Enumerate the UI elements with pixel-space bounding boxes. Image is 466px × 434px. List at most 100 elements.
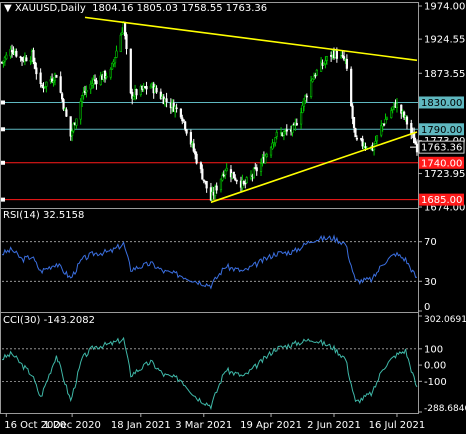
candle-body: [295, 123, 298, 126]
candle-body: [59, 76, 62, 93]
candle-body: [271, 142, 274, 150]
level-anchor-marker: [1, 127, 5, 132]
candle-body: [403, 111, 406, 118]
candle-body: [364, 146, 367, 148]
time-tick-label: 18 Jan 2021: [111, 420, 171, 431]
candle-body: [415, 143, 419, 153]
candle-body: [301, 105, 304, 113]
candle-body: [92, 79, 95, 85]
candle-body: [149, 85, 152, 89]
candle-body: [352, 117, 356, 128]
candle-body: [121, 32, 124, 35]
candle-body: [10, 50, 14, 53]
candle-body: [335, 51, 338, 59]
rsi-series-line: [1, 234, 418, 290]
candle-body: [185, 129, 188, 134]
candle-body: [310, 80, 313, 97]
symbol-label: XAUUSD: [14, 3, 58, 14]
candle-body: [89, 84, 92, 90]
candle-body: [25, 57, 28, 62]
candle-body: [302, 98, 306, 107]
candle-body: [255, 167, 258, 172]
candle-body: [32, 50, 35, 62]
candle-body: [129, 48, 132, 94]
candle-body: [275, 131, 278, 137]
time-tick-label: 19 Apr 2021: [240, 420, 302, 431]
candle-body: [214, 186, 217, 196]
candle-body: [135, 89, 138, 96]
candle-body: [285, 129, 288, 132]
candle-body: [375, 135, 379, 142]
candle-body: [252, 168, 255, 178]
candle-body: [201, 168, 204, 180]
candle-body: [199, 162, 203, 170]
cci-pane: 302.0691 100 0.00 -100 -288.6846: [0, 312, 466, 414]
candle-body: [93, 79, 97, 82]
price-tick-label: 1723.95: [424, 169, 465, 180]
candle-body: [282, 131, 286, 136]
rsi-tick-label: 0: [424, 302, 430, 313]
candle-body: [225, 167, 228, 172]
candle-body: [264, 155, 267, 164]
candle-body: [324, 60, 327, 65]
candle-body: [361, 138, 364, 147]
collapse-triangle-icon[interactable]: ▼: [4, 3, 15, 14]
candle-body: [390, 110, 393, 118]
candle-body: [119, 34, 122, 53]
candle-body: [395, 103, 399, 108]
candle-body: [52, 80, 55, 83]
candle-body: [145, 86, 148, 90]
candle-body: [184, 121, 187, 130]
candle-body: [2, 60, 5, 63]
candle-body: [125, 34, 128, 50]
candle-body: [155, 87, 158, 93]
candle-body: [205, 181, 208, 189]
candle-body: [355, 137, 358, 140]
cci-pane-frame: [0, 312, 419, 414]
candle-body: [132, 96, 135, 100]
cci-tick-label: 302.0691: [424, 315, 466, 325]
ohlc-high: 1805.03: [136, 3, 179, 14]
candle-body: [244, 182, 247, 185]
time-tick-label: 2 Jun 2021: [307, 420, 361, 431]
candle-body: [274, 137, 277, 144]
candle-body: [105, 76, 108, 78]
candle-body: [304, 95, 307, 101]
cci-tick-label: -288.6846: [424, 404, 466, 414]
candle-body: [81, 95, 84, 102]
candle-body: [385, 117, 389, 120]
candle-body: [50, 78, 54, 82]
candle-body: [33, 61, 37, 69]
candle-body: [222, 173, 225, 177]
candle-body: [382, 123, 386, 126]
candle-body: [69, 116, 72, 137]
candle-body: [269, 147, 273, 156]
candle-body: [265, 153, 268, 157]
candle-body: [85, 89, 88, 93]
candle-body: [305, 95, 308, 98]
level-anchor-marker: [1, 197, 5, 202]
candle-body: [20, 57, 24, 61]
candle-body: [404, 115, 407, 118]
price-tick-label: 1674.00: [424, 203, 465, 214]
candle-body: [65, 109, 68, 117]
candle-body: [224, 170, 227, 176]
candle-body: [325, 56, 328, 61]
trendline: [84, 16, 418, 62]
ohlc-open: 1804.16: [92, 3, 134, 14]
cci-tick-label: 0.00: [424, 361, 446, 372]
candle-body: [139, 86, 142, 96]
candle-body: [400, 104, 403, 114]
candle-body: [181, 117, 184, 122]
rsi-pane: 70 30 0: [0, 208, 437, 313]
candle-body: [3, 57, 6, 62]
candle-body: [221, 175, 224, 181]
candle-body: [299, 112, 303, 125]
candle-body: [40, 84, 44, 87]
rsi-tick-label: 30: [424, 277, 437, 288]
candle-body: [175, 107, 178, 110]
candle-body: [235, 179, 238, 182]
candle-body: [345, 58, 348, 69]
candle-body: [195, 153, 198, 164]
candle-body: [192, 143, 195, 152]
